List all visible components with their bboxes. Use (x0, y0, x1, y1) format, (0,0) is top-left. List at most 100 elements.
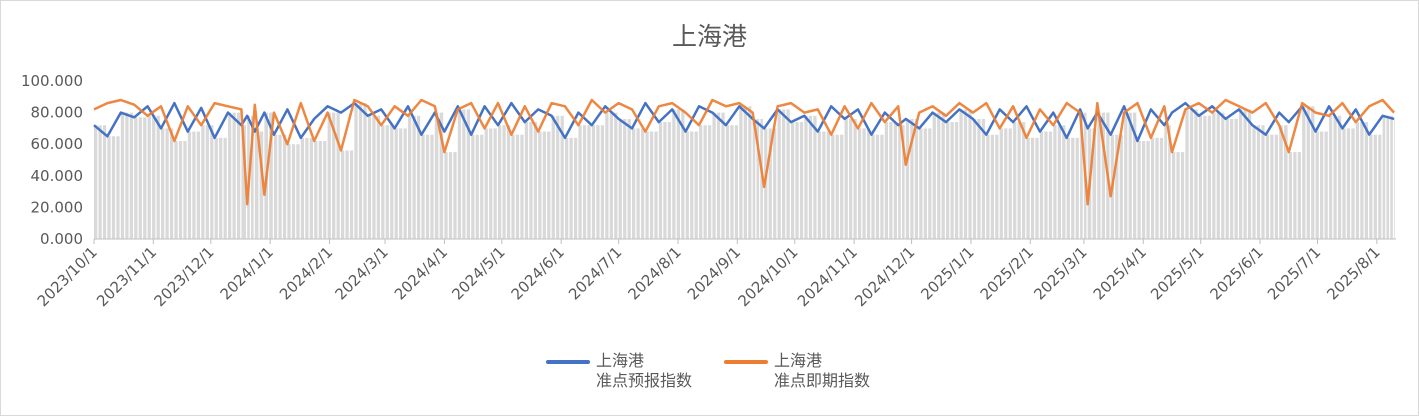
gray-column (291, 144, 296, 239)
gray-column (1337, 115, 1342, 239)
series-line-forecast (93, 101, 1395, 143)
gray-column (332, 112, 336, 239)
gray-column (694, 131, 698, 239)
gray-column (94, 125, 98, 239)
gray-column (1128, 112, 1132, 239)
gray-column (623, 118, 627, 239)
gray-column (1115, 134, 1119, 239)
gray-column (712, 112, 716, 239)
gray-column (444, 152, 448, 239)
gray-column (254, 131, 259, 239)
gray-column (363, 103, 367, 240)
gray-column (498, 125, 502, 239)
gray-column (1216, 112, 1220, 239)
gray-column (178, 141, 183, 239)
x-tick-label: 2024/12/1 (851, 243, 918, 310)
gray-column (1328, 115, 1333, 239)
gray-column (663, 122, 667, 239)
gray-column (1364, 122, 1368, 239)
gray-column (649, 131, 654, 239)
gray-column (773, 128, 777, 239)
gray-column (345, 150, 349, 239)
gray-column (600, 125, 605, 239)
gray-column (372, 115, 376, 239)
gray-column (1333, 115, 1337, 239)
gray-column (1238, 109, 1243, 239)
gray-column (1180, 152, 1185, 239)
gray-column (520, 134, 524, 239)
gray-column (111, 136, 116, 239)
gray-column (448, 152, 453, 239)
gray-column (1062, 125, 1066, 239)
gray-column (1026, 137, 1030, 239)
gray-column (138, 117, 142, 239)
gray-column (614, 112, 618, 239)
gray-column (768, 128, 772, 239)
gray-column (1382, 115, 1386, 239)
gray-column (932, 112, 936, 239)
gray-column (1247, 109, 1252, 239)
gray-column (394, 128, 398, 239)
gray-column (278, 134, 282, 239)
gray-column (905, 118, 910, 239)
gray-column (412, 115, 416, 239)
gray-column (502, 125, 506, 239)
gray-column (822, 131, 826, 239)
gray-column (1176, 152, 1180, 239)
gray-column (1048, 131, 1053, 239)
gray-column (98, 125, 102, 239)
gray-column (1378, 134, 1382, 239)
gray-column (129, 112, 134, 239)
gray-column (752, 118, 756, 239)
gray-column (1390, 115, 1393, 239)
gray-column (1075, 137, 1079, 239)
gray-column (1097, 112, 1101, 239)
gray-column (681, 109, 685, 239)
gray-column (1207, 115, 1211, 239)
x-tick-label: 2024/7/1 (565, 243, 625, 303)
gray-column (1293, 152, 1297, 239)
gray-column (1274, 134, 1279, 239)
x-tick-label: 2025/7/1 (1264, 243, 1324, 303)
gray-column (1164, 125, 1167, 239)
gray-column (192, 131, 196, 239)
gray-column (1369, 134, 1373, 239)
gray-column (808, 115, 813, 239)
gray-column (1030, 137, 1035, 239)
gray-column (223, 137, 227, 239)
gray-column (484, 128, 488, 239)
gray-column (654, 131, 658, 239)
gray-column (739, 106, 743, 239)
gray-column (403, 128, 407, 239)
gray-column (919, 128, 923, 239)
gray-column (1013, 122, 1017, 239)
gray-column (1256, 125, 1261, 239)
gray-column (676, 109, 680, 239)
gray-column (1119, 134, 1123, 239)
gray-column (1021, 122, 1026, 239)
gray-column (1355, 122, 1360, 239)
gray-column (1159, 137, 1164, 239)
x-tick-label: 2024/9/1 (684, 243, 744, 303)
gray-column (959, 109, 963, 239)
gray-column (640, 128, 645, 239)
legend-item-forecast: 上海港 准点预报指数 (546, 351, 716, 391)
gray-column (831, 134, 835, 239)
gray-column (196, 131, 201, 239)
gray-column (1133, 112, 1137, 239)
gray-column (1035, 137, 1039, 239)
gray-column (408, 115, 412, 239)
gray-column (314, 141, 318, 239)
gray-column (902, 125, 905, 239)
gray-column (871, 134, 875, 239)
gray-column (658, 122, 663, 239)
gray-column (1394, 118, 1395, 239)
gray-column (434, 112, 439, 239)
gray-column (147, 115, 151, 239)
x-tick-label: 2025/5/1 (1147, 243, 1207, 303)
x-tick-label: 2024/8/1 (624, 243, 684, 303)
gray-column (327, 112, 331, 239)
gray-column (187, 131, 192, 239)
gray-column (251, 115, 254, 239)
gray-column (318, 141, 322, 239)
